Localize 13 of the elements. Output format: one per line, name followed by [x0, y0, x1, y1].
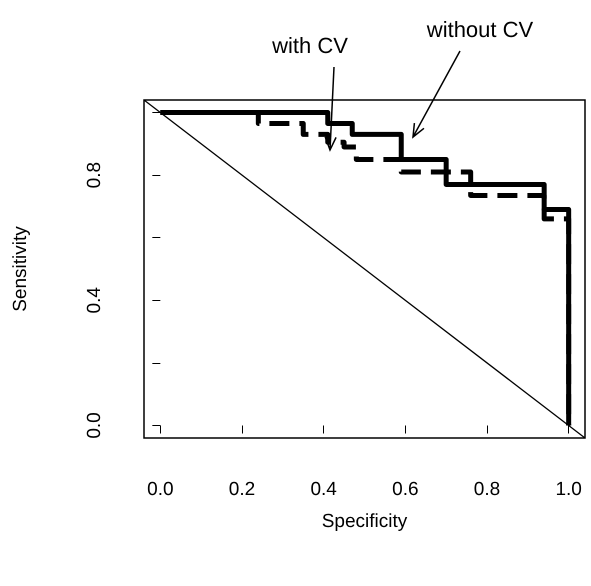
y-tick-label: 0.8 [84, 162, 105, 188]
x-tick-label: 0.4 [310, 479, 338, 500]
text: with CV [272, 33, 348, 59]
y-tick-label: 0.4 [84, 286, 105, 314]
x-axis-title: Specificity [322, 511, 408, 532]
x-tick-label: 0.8 [474, 479, 500, 500]
x-tick-label: 1.0 [555, 479, 582, 500]
y-axis-title: Sensitivity [10, 226, 31, 312]
y-tick-label: 0.0 [84, 412, 105, 439]
x-tick-label: 0.2 [228, 479, 256, 500]
text: without CV [426, 17, 534, 43]
x-tick-label: 0.0 [147, 479, 174, 500]
x-tick-label: 0.6 [392, 479, 419, 500]
